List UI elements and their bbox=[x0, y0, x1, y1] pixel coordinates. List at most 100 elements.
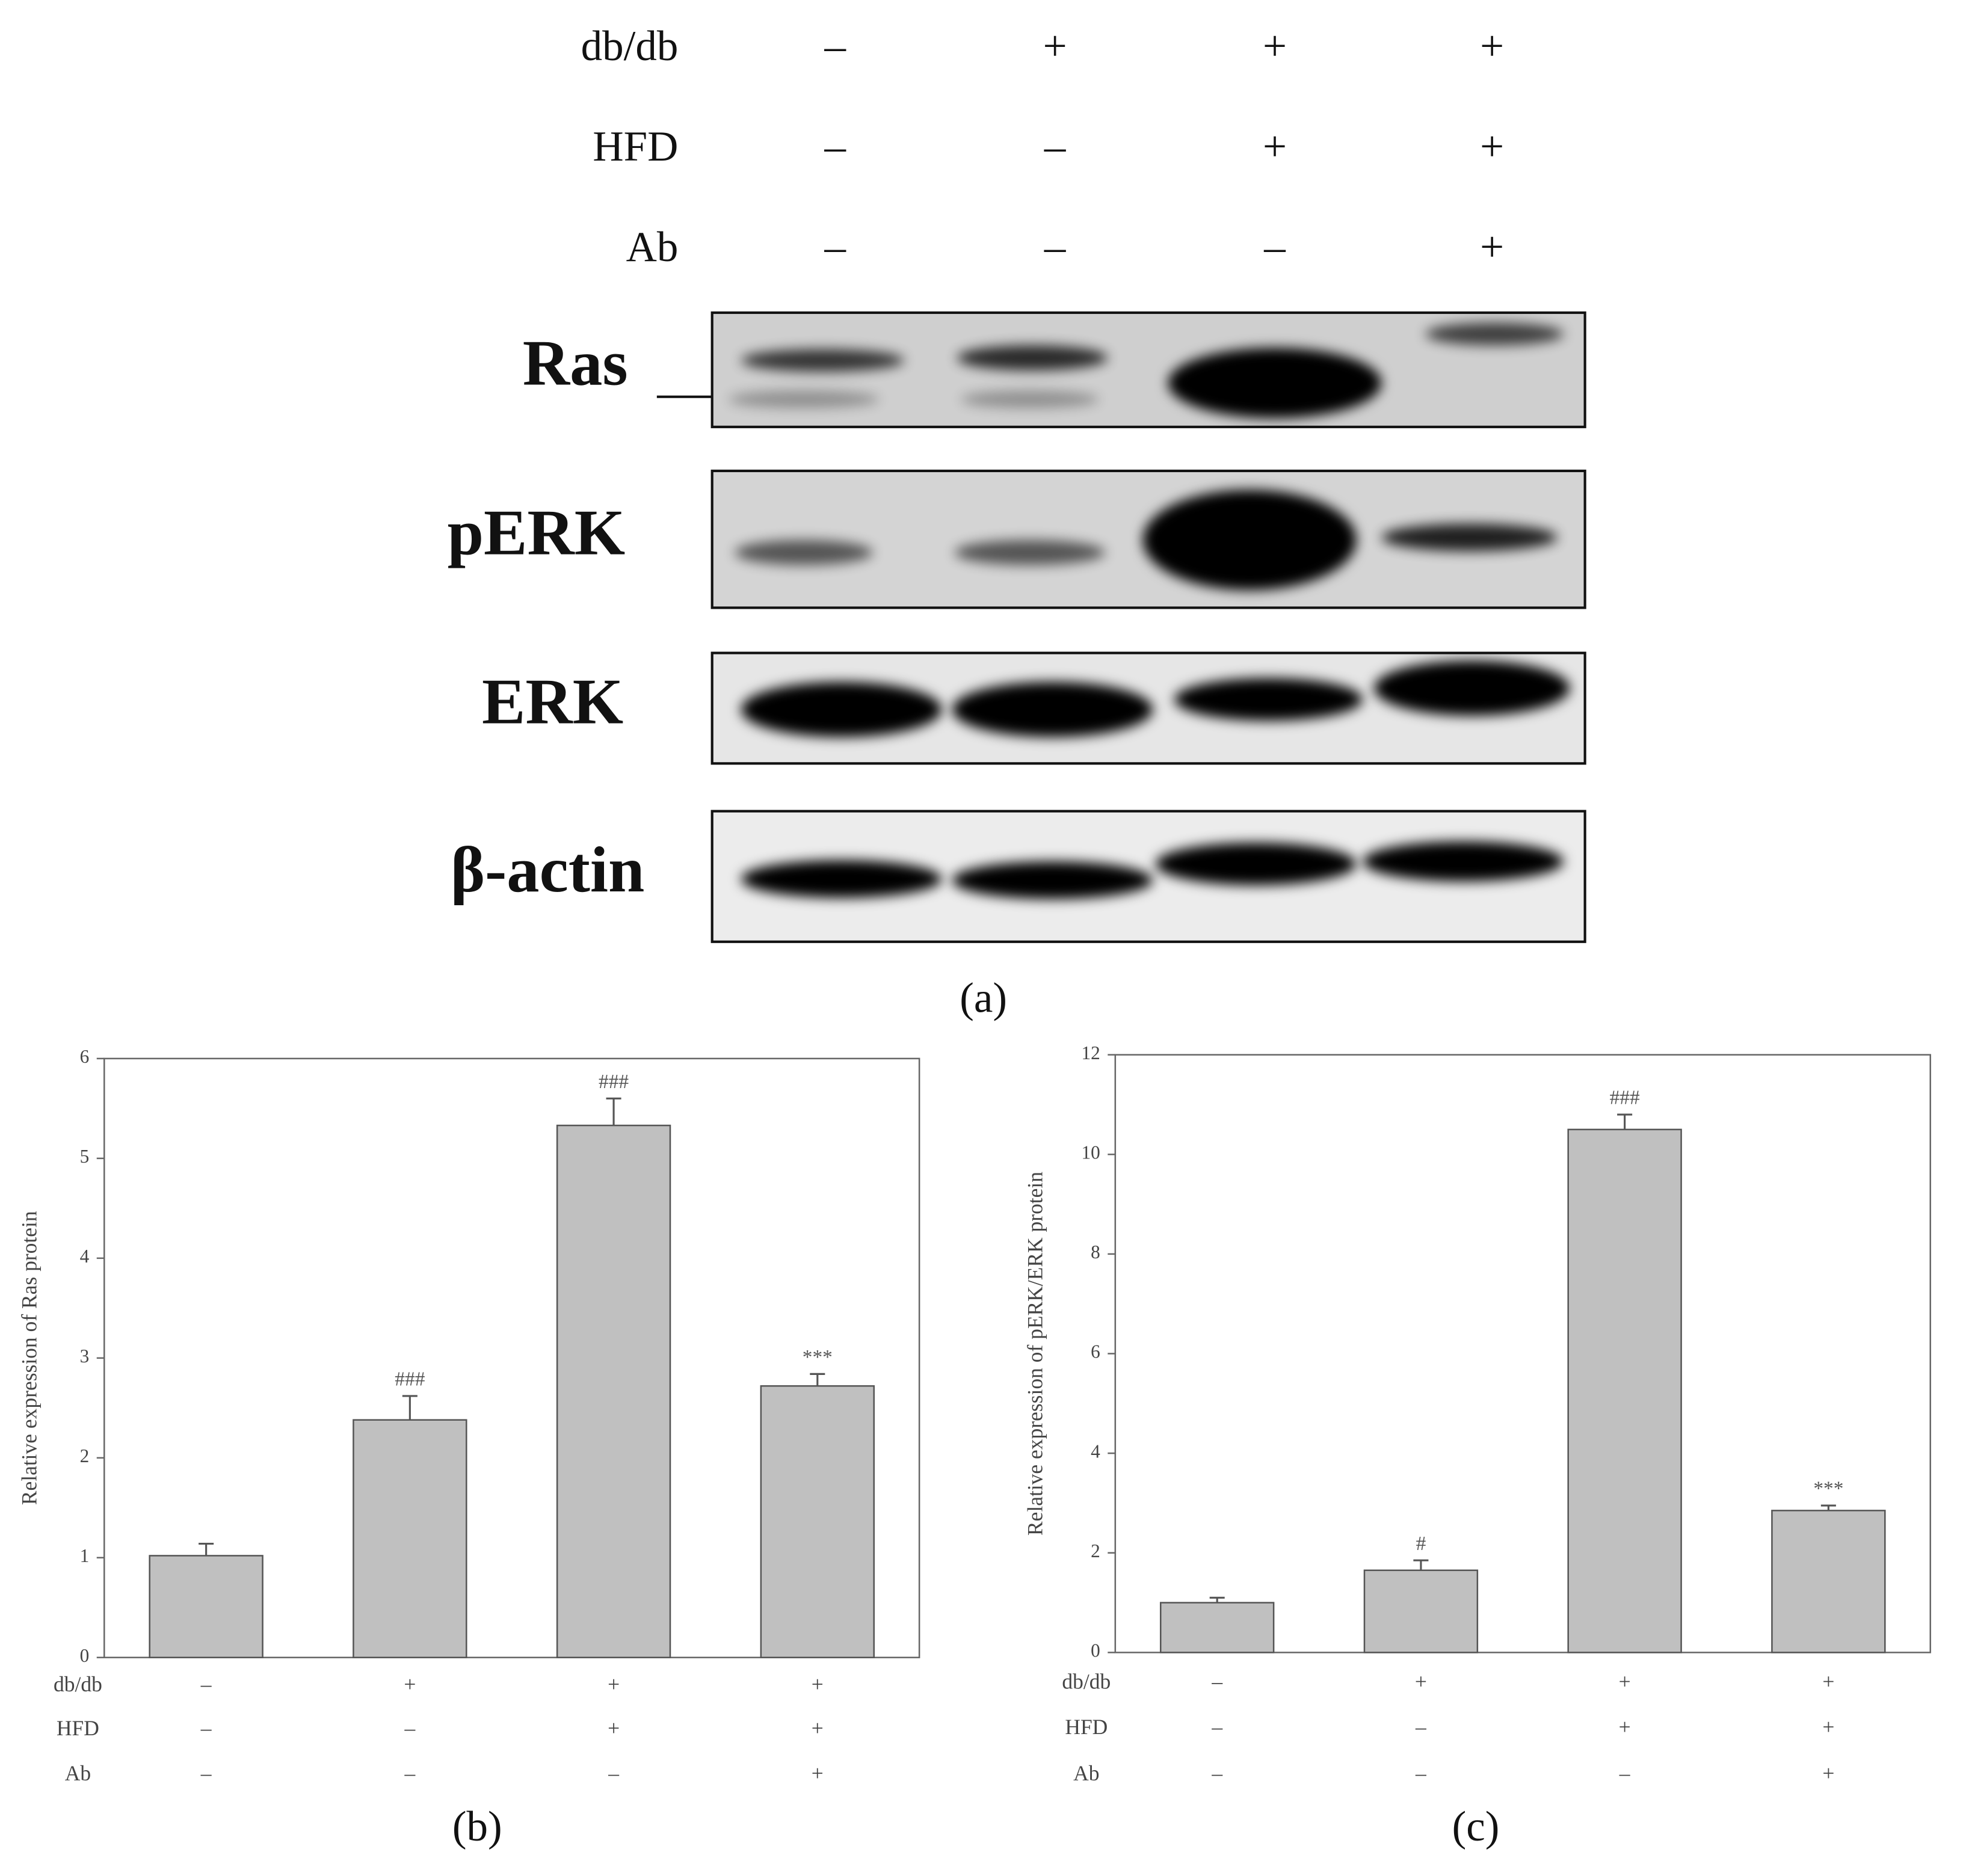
bar bbox=[1159, 1602, 1275, 1653]
blot-frame bbox=[710, 469, 1586, 609]
y-tick-label: 10 bbox=[1081, 1142, 1100, 1163]
sign: + bbox=[1263, 23, 1287, 70]
treatment-sign: + bbox=[1822, 1670, 1834, 1694]
y-tick-label: 3 bbox=[80, 1345, 90, 1367]
bar bbox=[1567, 1128, 1682, 1653]
blot-bands bbox=[735, 490, 1558, 591]
treatment-sign: + bbox=[404, 1672, 416, 1696]
sign: + bbox=[1480, 23, 1504, 70]
treatment-label: Ab bbox=[65, 1761, 91, 1785]
band bbox=[1373, 660, 1570, 716]
treatment-sign: – bbox=[404, 1716, 415, 1740]
treatment-sign: + bbox=[1619, 1670, 1631, 1694]
band bbox=[1381, 523, 1558, 552]
band bbox=[954, 540, 1106, 565]
band bbox=[961, 390, 1099, 408]
band bbox=[1363, 841, 1564, 882]
y-tick-label: 6 bbox=[80, 1046, 90, 1067]
treatment-sign: – bbox=[1415, 1761, 1426, 1785]
band bbox=[1155, 842, 1357, 885]
treatment-sign: – bbox=[1415, 1715, 1426, 1739]
band bbox=[741, 860, 942, 898]
blot-frame bbox=[710, 651, 1586, 765]
blot-frame bbox=[710, 810, 1586, 943]
treatment-sign: + bbox=[812, 1672, 824, 1696]
treatment-sign: – bbox=[1211, 1761, 1222, 1785]
row-label: db/db bbox=[581, 23, 679, 70]
band bbox=[1142, 490, 1357, 591]
band bbox=[728, 390, 880, 408]
y-tick-label: 8 bbox=[1091, 1241, 1100, 1262]
band bbox=[735, 540, 873, 565]
sign: – bbox=[824, 224, 846, 271]
protein-label: ERK bbox=[482, 665, 623, 737]
annotation: # bbox=[1416, 1533, 1426, 1555]
bar bbox=[556, 1124, 671, 1658]
treatment-sign: – bbox=[200, 1672, 212, 1696]
treatment-sign: + bbox=[608, 1672, 620, 1696]
treatment-sign: + bbox=[1415, 1670, 1427, 1694]
band bbox=[952, 861, 1153, 899]
blot-frame bbox=[710, 311, 1586, 428]
protein-label: pERK bbox=[448, 497, 626, 569]
treatment-sign: + bbox=[812, 1761, 824, 1785]
treatment-sign: + bbox=[1619, 1715, 1631, 1739]
treatment-sign: + bbox=[1822, 1761, 1834, 1785]
treatment-sign: + bbox=[608, 1716, 620, 1740]
treatment-sign: – bbox=[1211, 1670, 1222, 1694]
annotation: ### bbox=[599, 1071, 629, 1093]
band bbox=[741, 349, 905, 372]
treatment-sign: – bbox=[200, 1761, 212, 1785]
sign: – bbox=[824, 23, 846, 70]
y-axis-title: Relative expression of Ras protein bbox=[17, 1211, 41, 1505]
annotation: *** bbox=[1813, 1478, 1843, 1500]
y-tick-label: 2 bbox=[1091, 1540, 1100, 1561]
y-axis-title: Relative expression of pERK/ERK protein bbox=[1023, 1172, 1047, 1536]
sign: – bbox=[824, 123, 846, 170]
y-tick-label: 12 bbox=[1081, 1042, 1100, 1063]
sign: + bbox=[1480, 123, 1504, 170]
panel-label: (b) bbox=[452, 1803, 502, 1850]
sign: + bbox=[1480, 224, 1504, 271]
treatment-label: HFD bbox=[1065, 1715, 1108, 1739]
band bbox=[741, 681, 942, 737]
treatment-sign: – bbox=[404, 1761, 415, 1785]
treatment-sign: – bbox=[200, 1716, 212, 1740]
y-tick-label: 1 bbox=[80, 1545, 90, 1566]
bar bbox=[353, 1419, 467, 1658]
bar bbox=[149, 1555, 263, 1658]
treatment-sign: + bbox=[812, 1716, 824, 1740]
sign: – bbox=[1263, 224, 1286, 271]
treatment-label: HFD bbox=[57, 1716, 99, 1740]
y-tick-label: 2 bbox=[80, 1445, 90, 1466]
bar bbox=[760, 1385, 875, 1658]
treatment-label: db/db bbox=[54, 1672, 102, 1696]
blot-bands bbox=[728, 322, 1564, 419]
band bbox=[952, 681, 1153, 737]
band bbox=[1168, 348, 1382, 419]
y-tick-label: 0 bbox=[1091, 1640, 1100, 1661]
treatment-sign: – bbox=[1619, 1761, 1630, 1785]
annotation: ### bbox=[395, 1368, 425, 1391]
y-tick-label: 6 bbox=[1091, 1341, 1100, 1362]
treatment-label: db/db bbox=[1062, 1670, 1111, 1694]
y-tick-label: 5 bbox=[80, 1146, 90, 1167]
treatment-sign: – bbox=[1211, 1715, 1222, 1739]
band bbox=[957, 345, 1108, 371]
panel-label: (a) bbox=[960, 974, 1007, 1021]
treatment-sign: + bbox=[1822, 1715, 1834, 1739]
band bbox=[1425, 322, 1564, 346]
blot-bands bbox=[741, 841, 1564, 899]
sign: + bbox=[1263, 123, 1287, 170]
treatment-label: Ab bbox=[1073, 1761, 1099, 1785]
bar bbox=[1363, 1569, 1479, 1653]
y-tick-label: 4 bbox=[80, 1246, 90, 1267]
band bbox=[1174, 678, 1363, 721]
panel-label: (c) bbox=[1452, 1803, 1500, 1850]
sign: – bbox=[1044, 123, 1066, 170]
sign: + bbox=[1043, 23, 1067, 70]
y-tick-label: 0 bbox=[80, 1645, 90, 1666]
